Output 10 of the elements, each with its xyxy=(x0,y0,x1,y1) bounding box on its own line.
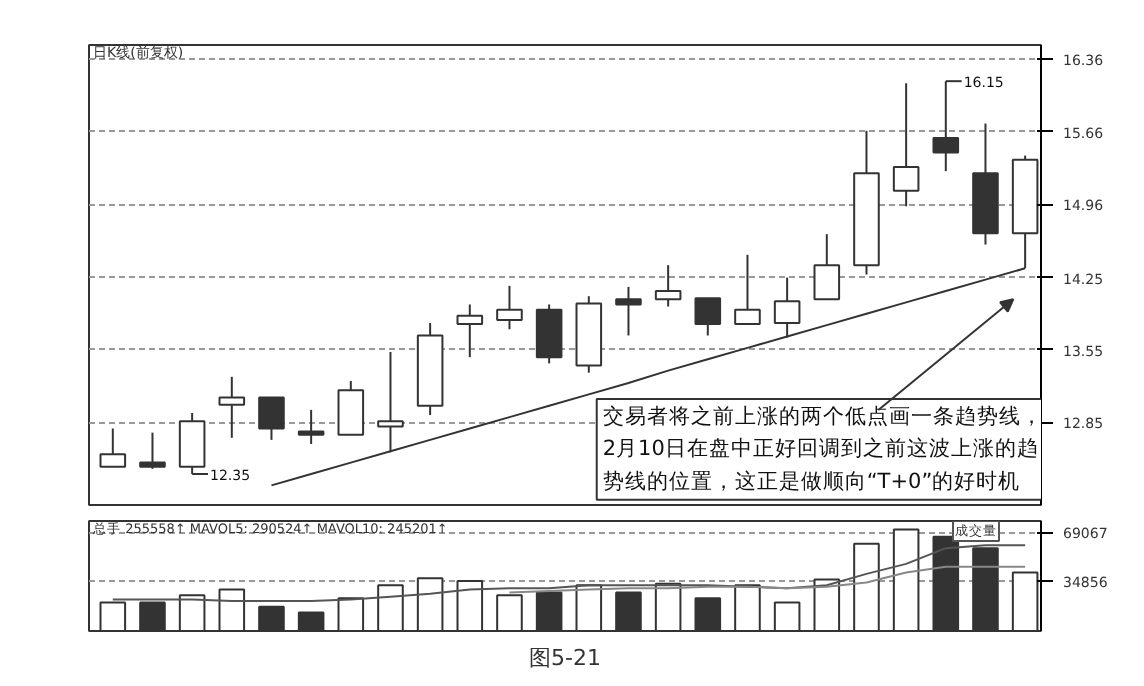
candlestick xyxy=(972,122,999,246)
line-series xyxy=(508,565,1027,594)
candlestick xyxy=(892,82,920,208)
text: 图5-21 xyxy=(529,645,601,671)
annotation: 交易者将之前上涨的两个低点画一条趋势线，2月10日在盘中正好回调到之前这波上涨的趋势线的位置，这正是做顺向“T+0”的好时机 xyxy=(602,403,1043,494)
candlestick xyxy=(377,351,404,454)
candlestick xyxy=(218,375,246,439)
candlestick xyxy=(654,264,682,308)
candlestick xyxy=(932,80,960,173)
candlestick xyxy=(456,303,484,359)
